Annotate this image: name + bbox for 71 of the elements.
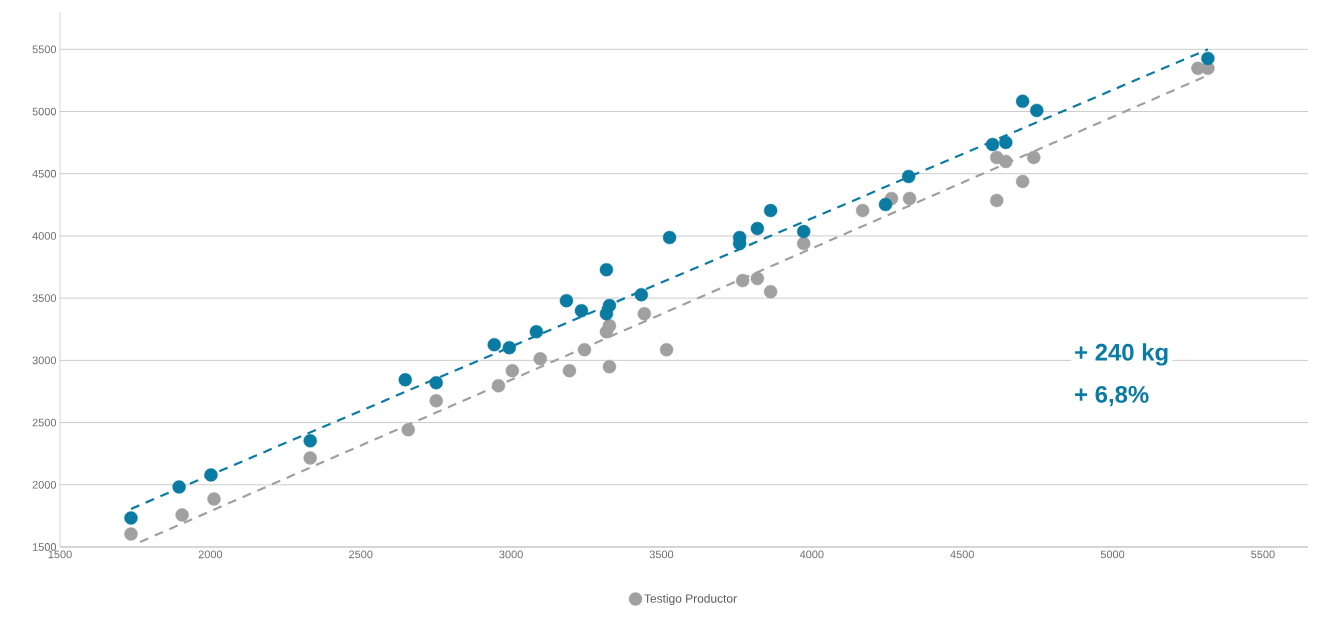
point [398, 373, 412, 387]
point [990, 193, 1004, 208]
point [559, 293, 574, 308]
point [401, 423, 415, 437]
x-tick-label: 2000 [198, 550, 223, 559]
point [1201, 51, 1215, 66]
point [124, 511, 138, 525]
point [303, 434, 317, 448]
point [502, 340, 516, 355]
y-tick-label: 4000 [32, 232, 57, 240]
y-tick-label: 5000 [32, 107, 57, 116]
point [735, 273, 750, 288]
point [602, 360, 617, 374]
y-tick-label: 1500 [32, 543, 57, 551]
x-tick-label: 1500 [48, 550, 72, 559]
point [999, 135, 1013, 150]
point [985, 137, 1000, 152]
point [429, 376, 443, 390]
point [303, 451, 317, 465]
y-tick-label: 2500 [32, 418, 57, 427]
point [599, 307, 614, 321]
x-tick-label: 3000 [499, 550, 523, 559]
y-tick-label: 3500 [32, 294, 57, 303]
legend-label: Testigo Productor [644, 593, 737, 606]
point [533, 352, 547, 366]
point [562, 363, 577, 378]
point [602, 318, 617, 333]
x-tick-label: 2500 [349, 550, 373, 559]
point [797, 236, 811, 251]
point [574, 304, 589, 318]
point [902, 191, 917, 206]
point [204, 468, 218, 482]
point [662, 230, 677, 245]
y-tick-label: 3000 [32, 356, 57, 365]
x-tick-label: 5500 [1251, 550, 1275, 559]
x-tick-label: 3500 [649, 550, 674, 559]
y-tick-label: 2000 [32, 480, 57, 489]
point [797, 224, 811, 239]
point [855, 203, 870, 218]
point [599, 262, 614, 277]
point [1015, 94, 1030, 109]
point [505, 363, 519, 378]
point [750, 221, 765, 236]
point [878, 197, 893, 212]
x-tick-label: 4500 [950, 550, 974, 559]
point [634, 287, 649, 302]
point [175, 508, 189, 522]
point [1027, 150, 1041, 165]
x-tick-label: 5000 [1100, 550, 1125, 559]
annotation: + 6,8% [1075, 385, 1149, 407]
point [1015, 174, 1030, 189]
point [487, 337, 501, 352]
point [429, 394, 443, 408]
point [637, 307, 652, 321]
point [763, 284, 778, 299]
point [577, 342, 592, 357]
point [763, 203, 778, 218]
x-tick-label: 4000 [799, 550, 824, 559]
point [529, 325, 544, 339]
annotation: + 240 kg [1075, 343, 1168, 366]
point [901, 169, 916, 184]
point [124, 527, 138, 541]
point [207, 492, 221, 506]
point [491, 379, 506, 393]
point [172, 480, 186, 494]
point [1030, 103, 1044, 118]
point [750, 271, 765, 286]
point [659, 342, 674, 357]
y-tick-label: 5500 [32, 45, 57, 54]
y-tick-label: 4500 [32, 169, 57, 178]
point [999, 154, 1013, 169]
